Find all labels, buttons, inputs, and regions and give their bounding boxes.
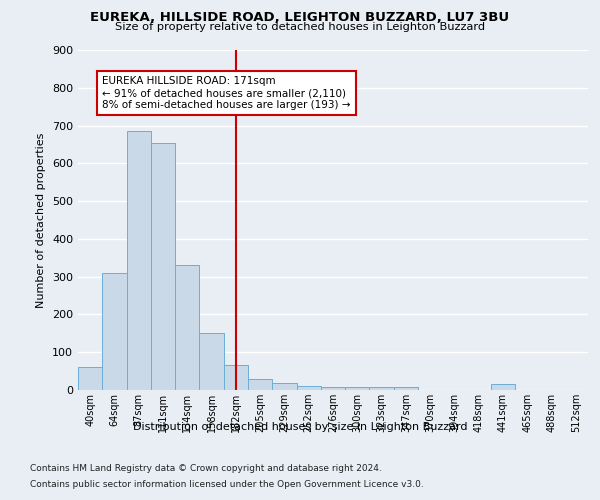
Text: Contains public sector information licensed under the Open Government Licence v3: Contains public sector information licen…: [30, 480, 424, 489]
Text: Size of property relative to detached houses in Leighton Buzzard: Size of property relative to detached ho…: [115, 22, 485, 32]
Bar: [199, 334, 224, 390]
Bar: [272, 383, 296, 390]
Bar: [102, 273, 127, 390]
Bar: [345, 387, 370, 390]
Bar: [78, 368, 102, 390]
Text: EUREKA HILLSIDE ROAD: 171sqm
← 91% of detached houses are smaller (2,110)
8% of : EUREKA HILLSIDE ROAD: 171sqm ← 91% of de…: [102, 76, 351, 110]
Bar: [224, 366, 248, 390]
Bar: [321, 387, 345, 390]
Bar: [175, 266, 199, 390]
Y-axis label: Number of detached properties: Number of detached properties: [37, 132, 46, 308]
Bar: [370, 387, 394, 390]
Text: EUREKA, HILLSIDE ROAD, LEIGHTON BUZZARD, LU7 3BU: EUREKA, HILLSIDE ROAD, LEIGHTON BUZZARD,…: [91, 11, 509, 24]
Text: Distribution of detached houses by size in Leighton Buzzard: Distribution of detached houses by size …: [133, 422, 467, 432]
Bar: [248, 378, 272, 390]
Bar: [394, 387, 418, 390]
Bar: [151, 142, 175, 390]
Bar: [296, 386, 321, 390]
Text: Contains HM Land Registry data © Crown copyright and database right 2024.: Contains HM Land Registry data © Crown c…: [30, 464, 382, 473]
Bar: [127, 131, 151, 390]
Bar: [491, 384, 515, 390]
